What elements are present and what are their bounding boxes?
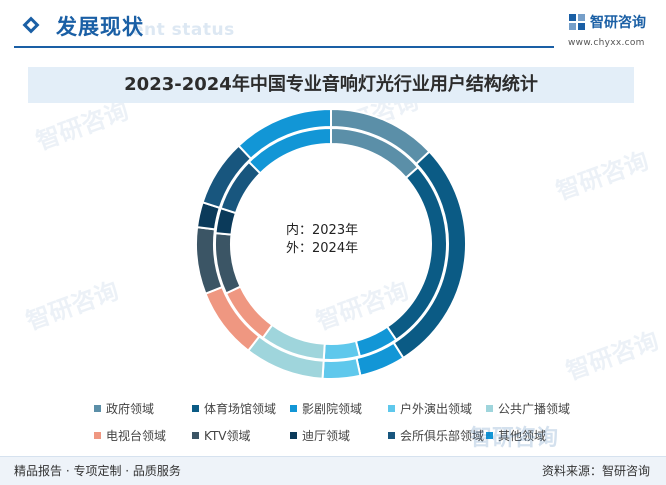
watermark-corner: 智研咨询 (470, 426, 559, 451)
legend-label: 影剧院领域 (302, 402, 363, 416)
legend-swatch (486, 405, 493, 412)
legend-swatch (388, 405, 395, 412)
legend-swatch (486, 432, 493, 439)
legend-label: 迪厅领域 (302, 429, 351, 443)
brand-name: 智研咨询 (590, 15, 646, 31)
inner-ring-2023 (214, 126, 448, 361)
legend-label: KTV领域 (204, 429, 251, 443)
legend: 政府领域 体育场馆领域 影剧院领域 户外演出领域 公共广播领域电视台领域 KTV领域 迪厅领… (94, 400, 614, 444)
header-divider (14, 46, 554, 48)
legend-label: 体育场馆领域 (204, 402, 277, 416)
center-label-inner: 内：2023年 (286, 222, 358, 238)
legend-label: 政府领域 (106, 402, 155, 416)
legend-item: 体育场馆领域 (192, 400, 290, 417)
legend-item: 会所俱乐部领域 (388, 427, 486, 444)
legend-item: 政府领域 (94, 400, 192, 417)
legend-label: 户外演出领域 (400, 402, 473, 416)
legend-label: 其他领域 (498, 429, 547, 443)
section-subtitle: ent status (132, 20, 235, 40)
footer-tagline: 精品报告 · 专项定制 · 品质服务 (14, 464, 181, 478)
brand-url: www.chyxx.com (568, 38, 645, 48)
slice-inner-10 (247, 126, 332, 175)
legend-item: KTV领域 (192, 427, 290, 444)
slice-inner-4 (322, 339, 362, 361)
legend-item: 户外演出领域 (388, 400, 486, 417)
brand-logo-icon (569, 14, 585, 30)
header: ent status 发展现状 智研咨询 www.chyxx.com (0, 0, 666, 52)
legend-swatch (192, 405, 199, 412)
chart-title: 2023-2024年中国专业音响灯光行业用户结构统计 (28, 67, 634, 103)
legend-swatch (94, 432, 101, 439)
legend-item: 影剧院领域 (290, 400, 388, 417)
legend-item: 电视台领域 (94, 427, 192, 444)
legend-item: 其他领域 (486, 427, 584, 444)
diamond-icon (22, 16, 40, 34)
footer: 精品报告 · 专项定制 · 品质服务 资料来源：智研咨询 (0, 456, 666, 485)
legend-swatch (290, 432, 297, 439)
legend-item: 迪厅领域 (290, 427, 388, 444)
legend-label: 会所俱乐部领域 (400, 429, 485, 443)
legend-item: 公共广播领域 (486, 400, 584, 417)
center-label-outer: 外：2024年 (286, 241, 358, 256)
legend-swatch (290, 405, 297, 412)
slice-outer-4 (321, 356, 362, 380)
footer-source: 资料来源：智研咨询 (541, 464, 650, 478)
legend-swatch (192, 432, 199, 439)
legend-swatch (388, 432, 395, 439)
section-title: 发展现状 (56, 15, 144, 39)
legend-label: 电视台领域 (106, 429, 167, 443)
legend-swatch (94, 405, 101, 412)
legend-label: 公共广播领域 (498, 402, 571, 416)
